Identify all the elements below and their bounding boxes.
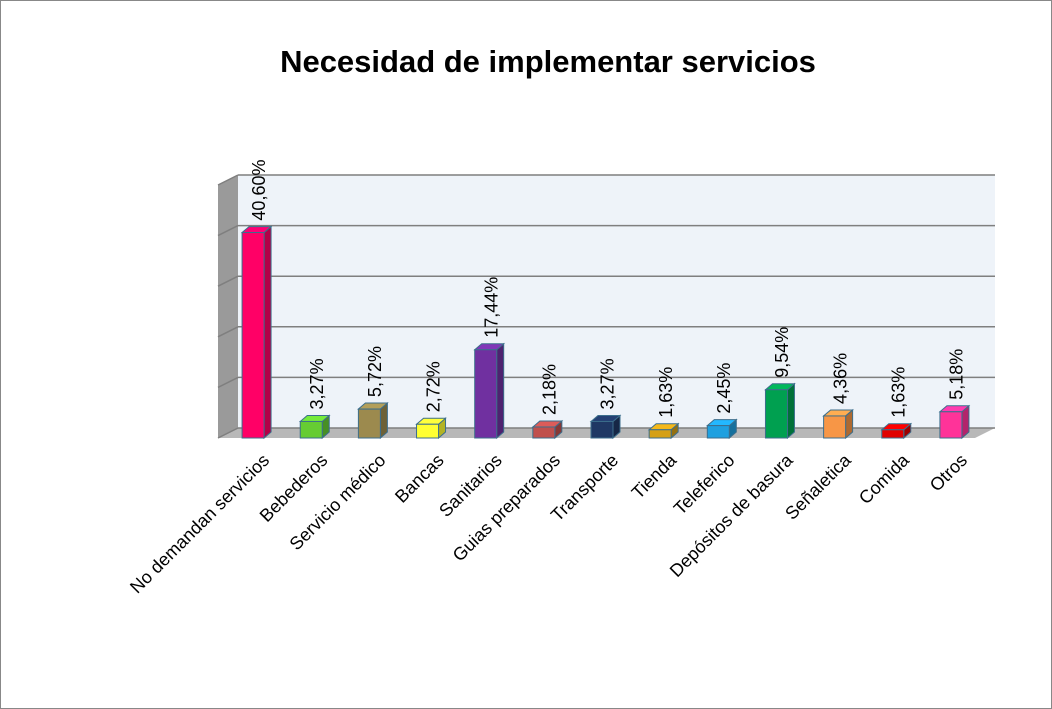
bar: [764, 389, 788, 439]
grid-line-side: [217, 224, 239, 237]
side-wall: [218, 175, 238, 438]
data-label: 3,27%: [307, 358, 327, 409]
bar: [590, 420, 614, 439]
data-label: 4,36%: [830, 353, 850, 404]
bar-side: [786, 382, 795, 440]
chart-title: Necesidad de implementar servicios: [280, 44, 816, 79]
data-label: 5,72%: [365, 346, 385, 397]
data-label: 2,18%: [540, 364, 560, 415]
data-label: 1,63%: [889, 367, 909, 418]
data-label: 17,44%: [481, 277, 501, 338]
data-label: 2,72%: [423, 361, 443, 412]
bar: [648, 429, 672, 439]
data-label: 5,18%: [947, 349, 967, 400]
grid-line-side: [217, 376, 239, 389]
bar: [299, 420, 323, 439]
data-label: 9,54%: [772, 327, 792, 378]
bar: [357, 408, 381, 439]
data-label: 40,60%: [249, 160, 269, 221]
bar: [706, 425, 730, 439]
data-label: 2,45%: [714, 363, 734, 414]
bar: [532, 426, 556, 439]
data-label: 1,63%: [656, 367, 676, 418]
grid-line-side: [217, 174, 239, 186]
bar-side: [263, 225, 272, 440]
bar: [881, 429, 905, 439]
data-label: 3,27%: [598, 358, 618, 409]
bar: [474, 349, 498, 439]
grid-line-side: [217, 427, 239, 439]
bar: [416, 423, 440, 439]
bar: [823, 415, 847, 439]
bar: [939, 411, 963, 439]
grid-line-side: [217, 275, 239, 287]
grid-line-side: [217, 326, 239, 338]
bar-side: [496, 342, 505, 440]
back-wall: [238, 175, 995, 428]
bar: [241, 232, 265, 439]
